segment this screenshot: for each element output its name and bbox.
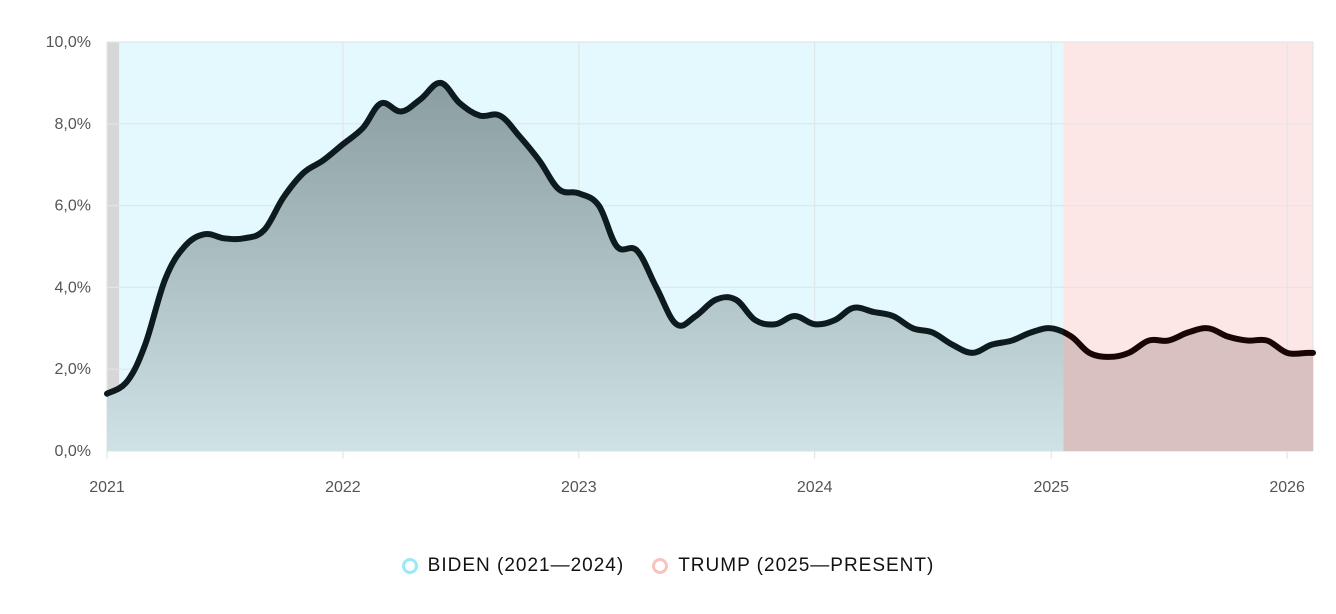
x-tick-label: 2024 (797, 479, 833, 496)
x-tick-label: 2021 (89, 479, 125, 496)
y-tick-label: 6,0% (55, 198, 91, 215)
x-tick-label: 2022 (325, 479, 361, 496)
legend: BIDEN (2021—2024) TRUMP (2025—PRESENT) (0, 555, 1336, 577)
inflation-area-chart: 0,0% 2,0% 4,0% 6,0% 8,0% 10,0% 2021 2022 2023 20… (46, 34, 1316, 496)
legend-marker-biden-icon (401, 558, 418, 574)
y-tick-label: 4,0% (55, 279, 91, 296)
series-line-biden (104, 79, 1064, 397)
legend-item-biden[interactable]: BIDEN (2021—2024) (401, 555, 625, 577)
series-line-trump (1063, 325, 1316, 360)
legend-marker-trump-icon (652, 558, 669, 574)
legend-label-biden: BIDEN (2021—2024) (427, 555, 625, 576)
y-tick-label: 10,0% (46, 34, 91, 51)
legend-label-trump: TRUMP (2025—PRESENT) (678, 555, 935, 576)
area-fill-trump (1063, 328, 1313, 451)
legend-item-trump[interactable]: TRUMP (2025—PRESENT) (652, 555, 934, 577)
y-tick-label: 0,0% (55, 443, 91, 460)
x-tick-label: 2026 (1269, 479, 1305, 496)
area-fill-biden (107, 82, 1064, 451)
x-tick-label: 2023 (561, 479, 597, 496)
x-tick-label: 2025 (1033, 479, 1069, 496)
pre-period-band (107, 42, 120, 451)
y-tick-label: 8,0% (55, 116, 91, 133)
y-tick-label: 2,0% (55, 361, 91, 378)
